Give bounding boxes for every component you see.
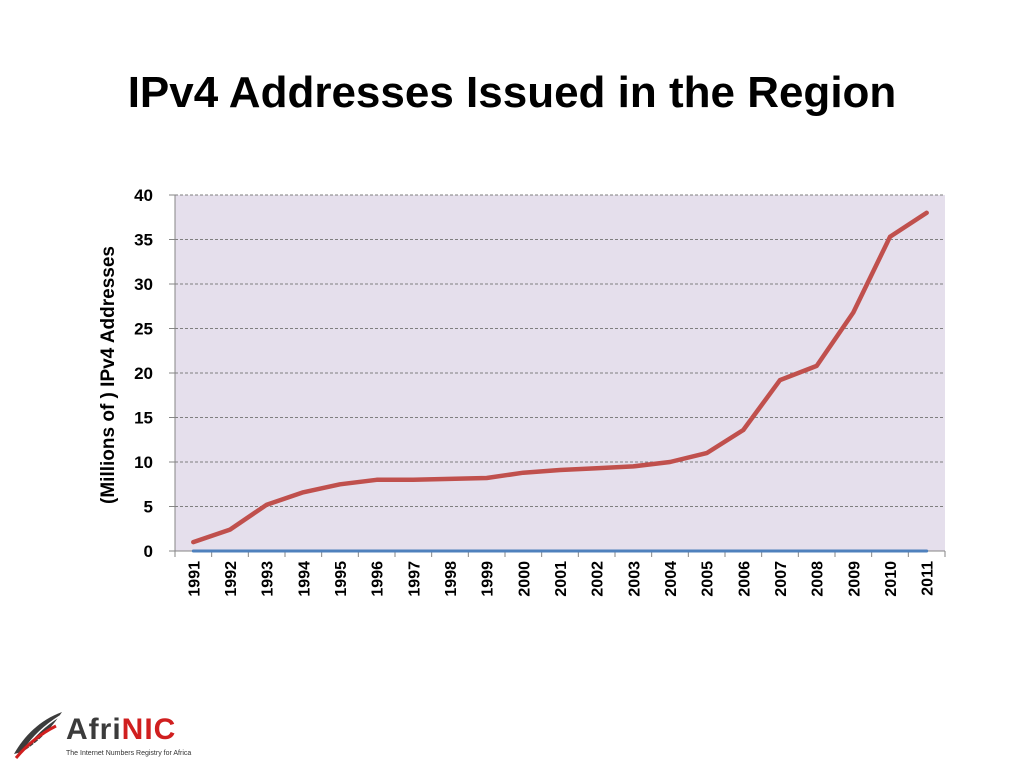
x-tick-label: 2006 [736, 561, 753, 597]
x-tick-label: 2005 [700, 561, 717, 597]
x-tick-label: 2011 [920, 561, 937, 596]
x-tick-label: 1998 [443, 561, 460, 597]
x-tick-label: 1996 [370, 561, 387, 597]
afrinic-wordmark-nic: NIC [121, 713, 177, 746]
y-tick-label: 10 [134, 453, 153, 472]
y-tick-label: 0 [144, 542, 153, 561]
x-tick-label: 2007 [773, 561, 790, 597]
afrinic-wordmark: AfriNIC [66, 714, 176, 746]
x-tick-label: 1992 [223, 561, 240, 597]
y-tick-label: 25 [134, 320, 153, 339]
y-tick-label: 20 [134, 364, 153, 383]
x-tick-label: 1993 [260, 561, 277, 597]
y-tick-label: 15 [134, 409, 153, 428]
x-tick-label: 2009 [846, 561, 863, 597]
x-tick-label: 2003 [626, 561, 643, 597]
x-tick-label: 2004 [663, 561, 680, 597]
y-tick-label: 5 [144, 498, 153, 517]
y-tick-label: 35 [134, 231, 153, 250]
x-tick-label: 1999 [480, 561, 497, 597]
series-line-1 [191, 210, 929, 545]
x-tick-label: 2008 [810, 561, 827, 597]
x-tick-label: 2002 [590, 561, 607, 597]
page-title: IPv4 Addresses Issued in the Region [127, 68, 897, 117]
y-tick-label: 30 [134, 275, 153, 294]
afrinic-wordmark-afri: Afri [66, 713, 122, 746]
x-tick-label: 1991 [186, 561, 203, 597]
afrinic-tagline: The Internet Numbers Registry for Africa [66, 750, 192, 757]
x-tick-label: 2010 [883, 561, 900, 597]
y-axis-title: (Millions of ) IPv4 Addresses [98, 246, 119, 504]
y-tick-label: 40 [134, 186, 153, 205]
x-tick-label: 1995 [333, 561, 350, 597]
x-tick-label: 2001 [553, 561, 570, 597]
x-tick-label: 1994 [296, 561, 313, 597]
afrinic-feather-icon [14, 712, 62, 759]
x-tick-label: 1997 [406, 561, 423, 597]
x-tick-label: 2000 [516, 561, 533, 597]
afrinic-logo: AfriNIC The Internet Numbers Registry fo… [10, 706, 230, 762]
